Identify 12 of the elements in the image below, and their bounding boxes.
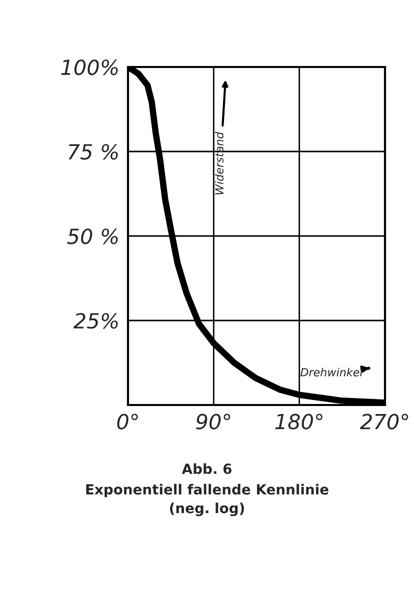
text: Exponentiell fallende Kennlinie (neg. log)	[86, 484, 328, 516]
x-axis-title: Drehwinkel	[300, 368, 363, 376]
y-tick-label: 50 %	[67, 228, 118, 244]
y-tick-label: 25%	[73, 312, 118, 329]
y-tick-label: 100%	[61, 59, 118, 76]
x-tick-label: 180°	[275, 414, 322, 430]
x-tick-label: 0°	[117, 414, 138, 430]
text: Abb. 6	[182, 463, 232, 474]
y-tick-label: 75 %	[68, 144, 118, 160]
x-tick-label: 90°	[196, 414, 230, 430]
y-axis-title: Widerstand	[214, 132, 224, 194]
x-tick-label: 270°	[360, 414, 408, 430]
